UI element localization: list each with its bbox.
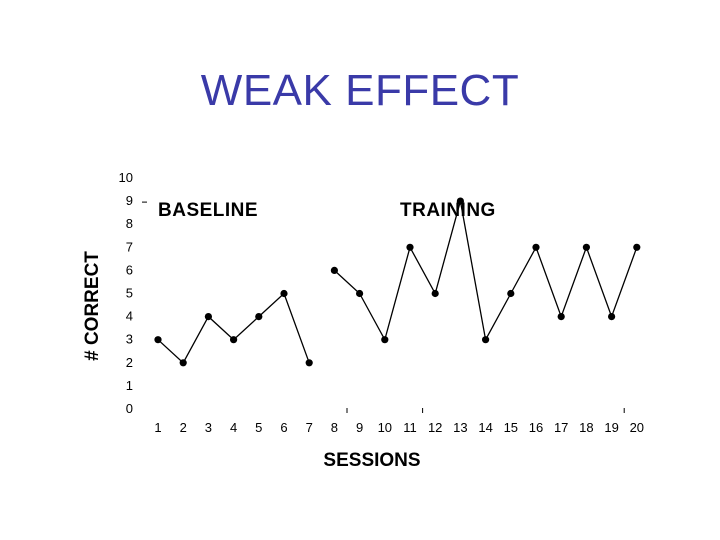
y-tick-label: 10 bbox=[119, 170, 133, 185]
baseline-phase-label: BASELINE bbox=[158, 200, 258, 221]
y-axis-label: # CORRECT bbox=[82, 251, 103, 361]
x-tick-label: 12 bbox=[428, 420, 442, 435]
x-tick-label: 7 bbox=[306, 420, 313, 435]
data-point bbox=[482, 336, 490, 344]
y-tick-label: 7 bbox=[126, 239, 133, 254]
y-tick-label: 1 bbox=[126, 378, 133, 393]
data-point bbox=[431, 289, 439, 298]
data-point bbox=[230, 336, 238, 344]
x-tick-label: 14 bbox=[478, 420, 492, 435]
y-tick-label: 9 bbox=[126, 193, 133, 208]
x-tick-labels: 1 2 3 4 5 6 7 8 9 10 11 12 13 14 15 16 17 18 19 20 bbox=[154, 420, 644, 435]
x-tick-label: 11 bbox=[403, 420, 417, 435]
x-tick-label: 19 bbox=[604, 420, 618, 435]
data-point bbox=[557, 313, 565, 321]
data-point bbox=[330, 266, 338, 274]
data-point bbox=[456, 197, 464, 205]
y-tick-label: 0 bbox=[126, 401, 133, 416]
series-line-baseline bbox=[157, 292, 310, 364]
y-tick-label: 3 bbox=[126, 332, 133, 347]
x-tick-label: 13 bbox=[453, 420, 467, 435]
y-tick-label: 4 bbox=[126, 309, 133, 324]
data-point bbox=[507, 289, 515, 298]
y-tick-label: 6 bbox=[126, 262, 133, 277]
y-tick-label: 2 bbox=[126, 355, 133, 370]
x-tick-label: 9 bbox=[356, 420, 363, 435]
data-point bbox=[204, 313, 212, 321]
x-tick-label: 16 bbox=[529, 420, 543, 435]
data-point bbox=[356, 289, 364, 298]
data-point bbox=[582, 243, 591, 251]
x-tick-label: 18 bbox=[579, 420, 593, 435]
axis-tick-marks bbox=[142, 201, 625, 413]
data-point bbox=[633, 243, 641, 251]
data-point bbox=[179, 359, 187, 367]
data-point bbox=[255, 313, 263, 321]
data-point bbox=[381, 336, 389, 344]
series-lines bbox=[157, 200, 638, 364]
x-tick-label: 3 bbox=[205, 420, 212, 435]
x-tick-label: 2 bbox=[180, 420, 187, 435]
x-axis-label: SESSIONS bbox=[323, 450, 420, 471]
series-line-training bbox=[333, 200, 638, 342]
training-phase-label: TRAINING bbox=[400, 200, 496, 221]
slide-title: WEAK EFFECT bbox=[200, 66, 520, 115]
data-point bbox=[305, 359, 313, 367]
x-tick-label: 4 bbox=[230, 420, 237, 435]
data-point bbox=[532, 243, 540, 251]
data-point bbox=[406, 243, 414, 251]
x-tick-label: 8 bbox=[331, 420, 338, 435]
data-points bbox=[154, 197, 641, 367]
x-tick-label: 6 bbox=[280, 420, 287, 435]
y-tick-labels: 0 1 2 3 4 5 6 7 8 9 10 bbox=[119, 170, 133, 416]
x-tick-label: 15 bbox=[504, 420, 518, 435]
data-point bbox=[280, 289, 288, 298]
x-tick-label: 17 bbox=[554, 420, 568, 435]
y-tick-label: 8 bbox=[126, 216, 133, 231]
data-point bbox=[608, 313, 616, 321]
y-tick-label: 5 bbox=[126, 286, 133, 301]
x-tick-label: 10 bbox=[378, 420, 392, 435]
x-tick-label: 20 bbox=[630, 420, 644, 435]
data-point bbox=[154, 336, 162, 344]
x-tick-label: 1 bbox=[154, 420, 161, 435]
x-tick-label: 5 bbox=[255, 420, 262, 435]
